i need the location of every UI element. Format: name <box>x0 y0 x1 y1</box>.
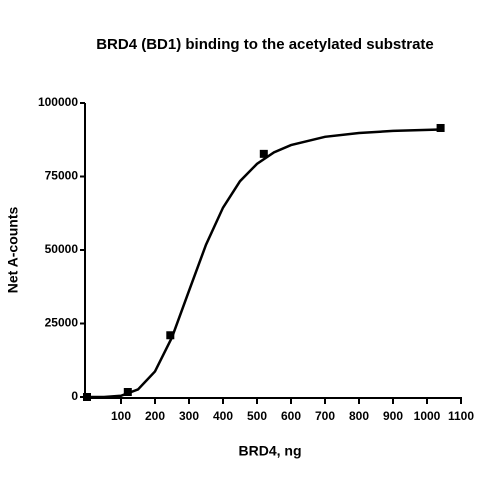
y-tick-label: 100000 <box>38 95 78 109</box>
y-tick-label: 0 <box>71 389 78 403</box>
x-tick-label: 800 <box>349 409 369 423</box>
x-tick-label: 200 <box>145 409 165 423</box>
chart-title: BRD4 (BD1) binding to the acetylated sub… <box>96 36 434 53</box>
x-tick-label: 500 <box>247 409 267 423</box>
fit-curve <box>86 128 441 399</box>
x-tick-label: 1100 <box>448 409 474 423</box>
x-tick-label: 900 <box>383 409 403 423</box>
y-tick-label: 25000 <box>45 316 79 330</box>
x-tick-label: 400 <box>213 409 233 423</box>
x-tick-label: 300 <box>179 409 199 423</box>
x-tick-label: 600 <box>281 409 301 423</box>
data-point <box>259 149 268 158</box>
data-point <box>166 331 175 340</box>
data-point <box>436 123 445 132</box>
x-tick-label: 100 <box>111 409 131 423</box>
y-axis-label: Net A-counts <box>5 206 21 293</box>
y-tick-label: 75000 <box>45 169 79 183</box>
y-tick-label: 50000 <box>45 242 79 256</box>
x-axis-label: BRD4, ng <box>239 443 302 459</box>
x-tick-label: 700 <box>315 409 335 423</box>
x-tick-label: 1000 <box>414 409 441 423</box>
